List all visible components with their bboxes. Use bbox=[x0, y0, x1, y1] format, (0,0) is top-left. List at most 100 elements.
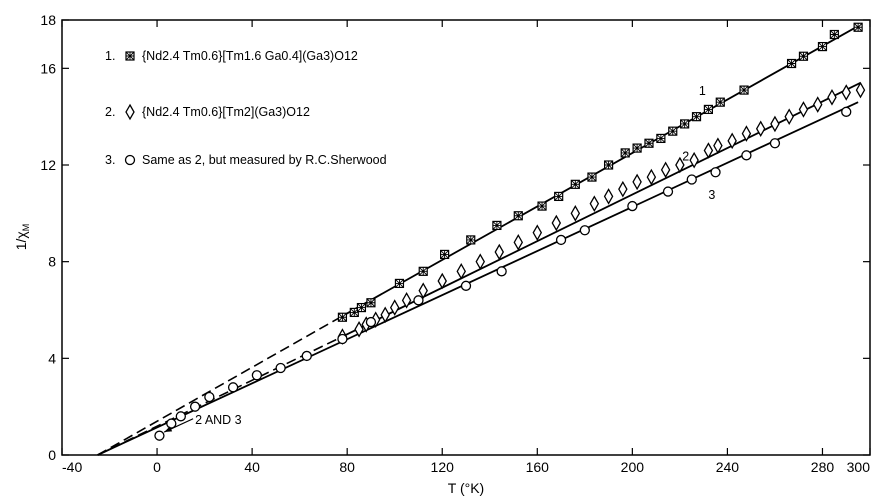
data-point-series-3 bbox=[365, 316, 377, 328]
data-point-series-2 bbox=[389, 299, 400, 316]
marker-cross bbox=[587, 172, 597, 182]
data-point-series-1 bbox=[554, 191, 564, 202]
data-point-series-1 bbox=[829, 29, 839, 40]
data-point-series-3 bbox=[337, 333, 348, 345]
data-point-series-1 bbox=[620, 148, 630, 158]
data-point-series-2 bbox=[603, 188, 614, 205]
data-point-series-2 bbox=[475, 253, 486, 270]
marker-cross bbox=[632, 143, 642, 153]
y-tick-label: 18 bbox=[40, 12, 56, 28]
legend-marker bbox=[125, 51, 135, 61]
x-tick-label: 300 bbox=[847, 459, 871, 475]
data-point-series-2 bbox=[713, 137, 723, 154]
marker-cross bbox=[537, 201, 547, 211]
data-point-series-1 bbox=[817, 41, 828, 52]
marker-cross bbox=[366, 298, 376, 308]
data-point-series-3 bbox=[166, 418, 177, 429]
marker-cross bbox=[656, 134, 666, 143]
marker-cross bbox=[604, 160, 613, 170]
marker-cross bbox=[739, 85, 749, 95]
data-point-series-2 bbox=[755, 120, 766, 138]
data-point-series-3 bbox=[275, 362, 286, 374]
data-point-series-1 bbox=[513, 211, 523, 221]
y-axis-label: 1/χ bbox=[13, 231, 29, 251]
data-point-series-2 bbox=[727, 132, 737, 150]
x-axis-label: T (°K) bbox=[448, 480, 484, 496]
data-point-series-2 bbox=[741, 125, 752, 142]
marker-cross bbox=[395, 279, 404, 288]
data-point-series-1 bbox=[680, 119, 690, 129]
data-point-series-2 bbox=[551, 214, 562, 232]
data-point-series-2 bbox=[632, 173, 642, 191]
data-point-series-3 bbox=[627, 200, 638, 212]
legend-label: {Nd2.4 Tm0.6}[Tm2](Ga3)O12 bbox=[142, 105, 310, 119]
annotation-arrowhead bbox=[164, 426, 173, 433]
x-tick-label: 280 bbox=[811, 459, 835, 475]
data-point-series-2 bbox=[437, 272, 447, 290]
marker-cross bbox=[349, 308, 359, 317]
data-point-series-1 bbox=[570, 179, 580, 189]
marker-cross bbox=[715, 97, 725, 107]
data-point-series-2 bbox=[841, 84, 851, 101]
data-point-series-1 bbox=[337, 312, 348, 322]
data-point-series-1 bbox=[418, 266, 428, 276]
x-tick-label: 200 bbox=[621, 459, 645, 475]
y-axis-label-subscript: M bbox=[21, 224, 31, 232]
data-point-series-3 bbox=[710, 167, 721, 178]
data-point-series-2 bbox=[570, 205, 581, 222]
data-point-series-3 bbox=[662, 186, 674, 197]
marker-cross bbox=[853, 22, 863, 32]
data-point-series-2 bbox=[532, 224, 543, 241]
marker-cross bbox=[680, 119, 689, 129]
plot-frame bbox=[61, 19, 871, 456]
legend-index: 3. bbox=[105, 153, 115, 167]
data-point-series-2 bbox=[770, 115, 780, 133]
data-point-series-1 bbox=[715, 97, 725, 107]
data-point-series-1 bbox=[587, 172, 597, 182]
data-point-series-2 bbox=[354, 321, 364, 338]
x-tick-label: 0 bbox=[153, 459, 161, 475]
data-point-series-3 bbox=[460, 280, 472, 291]
data-point-series-1 bbox=[798, 51, 809, 61]
data-point-series-1 bbox=[632, 143, 642, 153]
marker-cross bbox=[704, 105, 713, 114]
data-point-series-1 bbox=[786, 58, 797, 69]
data-point-series-2 bbox=[703, 142, 714, 159]
data-point-series-1 bbox=[853, 22, 863, 32]
x-tick-label: -40 bbox=[62, 459, 82, 475]
data-point-series-1 bbox=[537, 201, 547, 211]
data-point-series-1 bbox=[656, 133, 666, 144]
data-point-series-3 bbox=[301, 350, 312, 362]
marker-cross bbox=[554, 192, 564, 201]
legend-marker bbox=[125, 103, 135, 121]
data-point-series-1 bbox=[739, 85, 749, 95]
data-point-series-3 bbox=[555, 234, 567, 246]
data-point-series-3 bbox=[741, 150, 752, 161]
data-point-series-2 bbox=[418, 282, 428, 299]
data-point-series-2 bbox=[380, 306, 390, 324]
data-point-series-1 bbox=[440, 249, 450, 260]
data-point-series-1 bbox=[356, 302, 367, 313]
data-point-series-2 bbox=[827, 89, 837, 106]
marker-cross bbox=[799, 51, 808, 61]
data-point-series-2 bbox=[401, 292, 412, 309]
data-point-series-1 bbox=[603, 160, 614, 170]
data-point-series-1 bbox=[691, 112, 702, 122]
data-point-series-3 bbox=[769, 138, 781, 149]
marker-cross bbox=[357, 303, 366, 312]
marker-cross bbox=[620, 148, 630, 158]
legend-index: 2. bbox=[105, 105, 115, 119]
data-point-series-2 bbox=[855, 81, 866, 99]
y-tick-label: 8 bbox=[48, 254, 56, 270]
marker-cross bbox=[466, 235, 476, 245]
data-point-series-1 bbox=[703, 104, 714, 115]
legend: 1. {Nd2.4 Tm0.6}[Tm1.6 Ga0.4](Ga3)O12 2. {N… bbox=[105, 49, 387, 167]
data-point-series-3 bbox=[579, 225, 590, 236]
marker-cross bbox=[125, 51, 135, 61]
fit-line-series-1 bbox=[341, 25, 859, 317]
annotation-label: 3 bbox=[708, 188, 715, 202]
data-point-series-1 bbox=[349, 307, 359, 318]
marker-cross bbox=[668, 126, 678, 136]
data-point-series-3 bbox=[227, 382, 239, 393]
x-tick-label: 80 bbox=[339, 459, 355, 475]
